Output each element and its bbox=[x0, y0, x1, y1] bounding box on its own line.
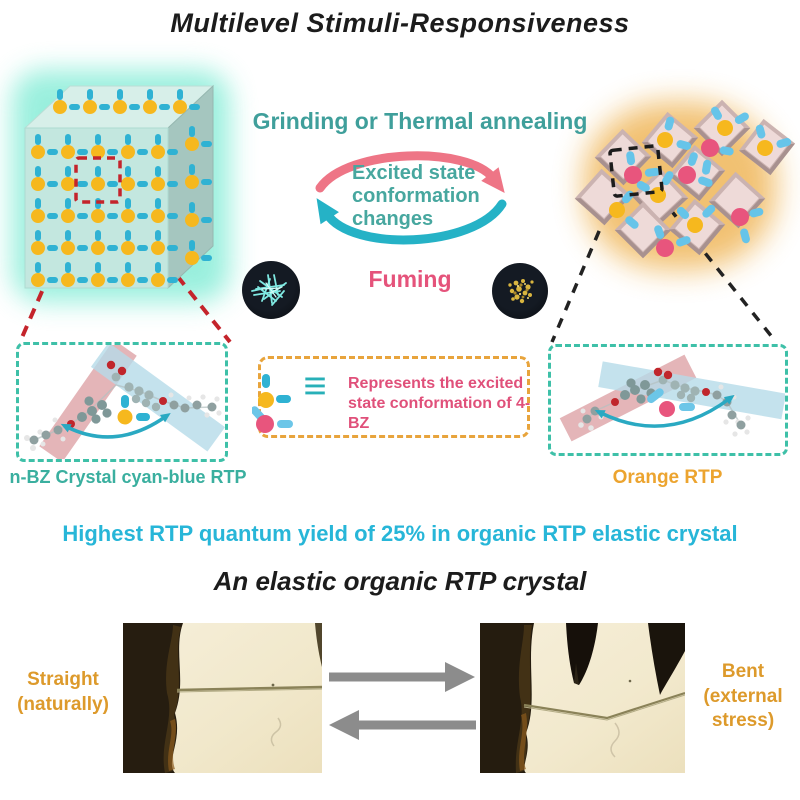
legend-caption: Represents the excited state conformatio… bbox=[348, 375, 531, 432]
ball-stick-molecule bbox=[24, 360, 222, 451]
stray-fiber bbox=[270, 717, 282, 747]
cycle-center-label: Excited state conformation changes bbox=[352, 162, 480, 231]
legend-box bbox=[258, 356, 530, 438]
arrow-right bbox=[329, 662, 475, 692]
legend-symbol bbox=[252, 374, 293, 433]
equivalence-icon: ≡ bbox=[303, 364, 327, 408]
powder-photo-cyan bbox=[242, 261, 300, 319]
right-edge-shadow bbox=[315, 623, 322, 667]
headline-quantum-yield: Highest RTP quantum yield of 25% in orga… bbox=[62, 521, 738, 546]
photo-straight-crystal bbox=[123, 623, 322, 773]
figure-title: Multilevel Stimuli-Responsiveness bbox=[170, 8, 630, 38]
nbz-conformation-box bbox=[16, 339, 228, 463]
label-bent: Bent (external stress) bbox=[703, 661, 783, 732]
bent-crystal-needle bbox=[523, 691, 685, 720]
bend-cycle-arrows bbox=[329, 662, 476, 740]
molecule-left bbox=[24, 339, 226, 463]
cycle-arrow-reverse bbox=[316, 198, 507, 245]
rotation-arrow bbox=[60, 413, 171, 439]
caption-orange-rtp: Orange RTP bbox=[612, 467, 723, 488]
excited-molecule-markers bbox=[609, 93, 793, 257]
rotation-arrow bbox=[594, 394, 735, 428]
ground-crystal-cluster bbox=[574, 93, 796, 259]
molecule-right bbox=[559, 354, 786, 442]
headline-elastic-crystal: An elastic organic RTP crystal bbox=[213, 566, 587, 596]
stray-fiber bbox=[610, 722, 620, 758]
4bz-conformation-box bbox=[548, 344, 788, 456]
tile-highlight bbox=[608, 144, 664, 198]
powder-photo-orange bbox=[492, 263, 548, 319]
arrow-left bbox=[329, 710, 476, 740]
unit-cell-highlight bbox=[74, 156, 122, 204]
cyan-needle-crystals bbox=[251, 274, 287, 306]
label-straight: Straight (naturally) bbox=[17, 669, 109, 715]
conformation-cycle-arrows bbox=[315, 151, 507, 245]
cycle-arrow-forward bbox=[315, 151, 505, 193]
photo-bent-crystal bbox=[480, 623, 685, 773]
pressing-tool bbox=[566, 623, 598, 685]
cyan-crystal-cube bbox=[23, 84, 215, 290]
stimulus-forward-label: Grinding or Thermal annealing bbox=[252, 108, 588, 134]
straight-crystal-needle bbox=[176, 685, 322, 692]
stimulus-reverse-label: Fuming bbox=[368, 266, 452, 292]
orange-crystal-grains bbox=[508, 279, 534, 304]
upper-right-shadow bbox=[648, 623, 685, 695]
caption-nbz: n-BZ Crystal cyan-blue RTP bbox=[9, 467, 247, 487]
